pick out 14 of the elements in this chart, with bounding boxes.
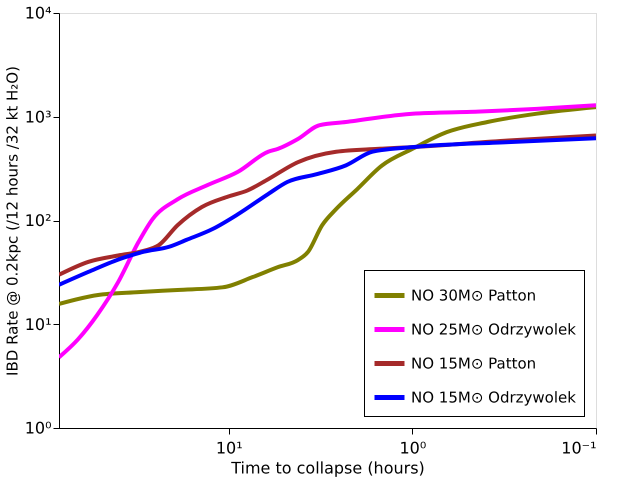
x-tick-label: 10⁻¹ (561, 438, 596, 458)
x-tick-label: 10⁰ (399, 438, 426, 458)
x-axis-title: Time to collapse (hours) (230, 458, 425, 478)
legend-label: NO 30M⊙ Patton (411, 286, 536, 304)
y-tick-label: 10¹ (24, 314, 52, 334)
y-axis-title: IBD Rate @ 0.2kpc (/12 hours /32 kt H₂O) (4, 66, 22, 376)
y-tick-label: 10⁴ (24, 4, 52, 22)
legend-label: NO 15M⊙ Patton (411, 354, 536, 372)
y-tick-label: 10⁰ (24, 418, 52, 438)
legend-label: NO 25M⊙ Odrzywolek (411, 320, 576, 338)
legend-label: NO 15M⊙ Odrzywolek (411, 388, 576, 406)
y-tick-label: 10² (24, 211, 52, 230)
y-tick-label: 10³ (24, 107, 52, 126)
x-tick-label: 10¹ (216, 438, 243, 458)
